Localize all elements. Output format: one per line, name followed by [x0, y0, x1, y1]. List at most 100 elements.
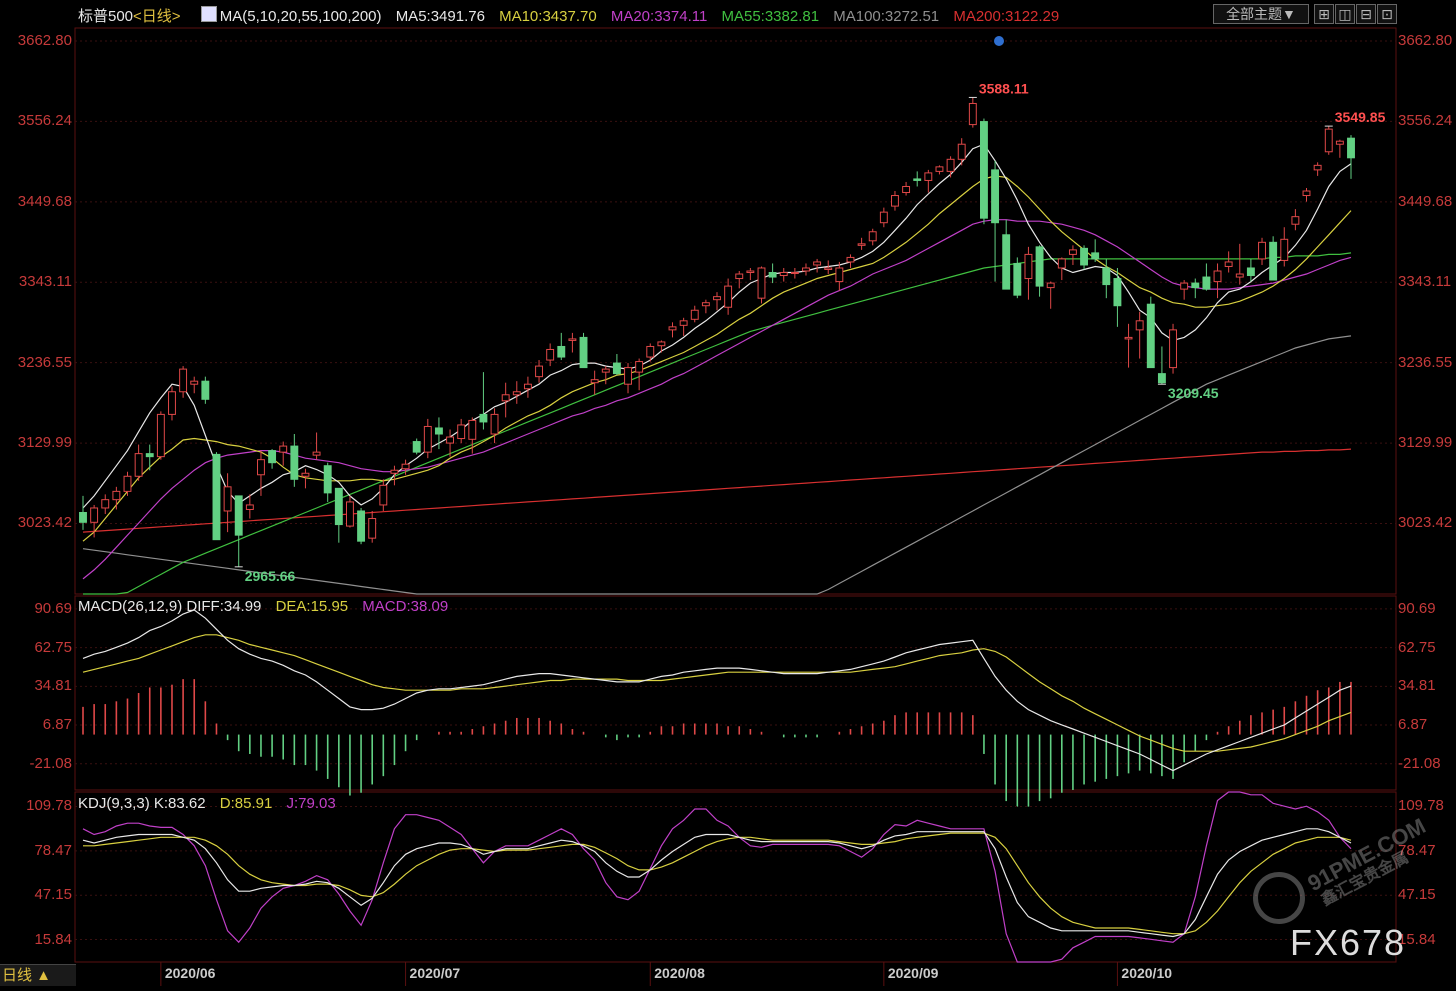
chart-icon[interactable]: ⊟	[1356, 4, 1376, 24]
candle-up	[924, 172, 933, 181]
kdj-j-value: J:79.03	[286, 795, 336, 812]
candle-up	[123, 475, 132, 492]
candle-up	[1046, 282, 1055, 289]
candle-down	[1113, 278, 1122, 307]
period-label[interactable]: <日线>	[133, 8, 181, 25]
candle-down	[268, 450, 277, 464]
candle-up	[535, 365, 543, 378]
candle-up	[345, 501, 354, 527]
macd-ytick-left: 34.81	[34, 677, 72, 695]
candle-down	[768, 272, 777, 278]
period-toggle[interactable]: 日线 ▲	[0, 964, 76, 986]
ma200-value: MA200:3122.29	[953, 8, 1060, 25]
candle-down	[323, 465, 332, 494]
candle-down	[579, 336, 588, 369]
extreme-label: 3549.85	[1335, 109, 1386, 125]
candle-up	[134, 453, 143, 477]
layout-icon[interactable]: ⊡	[1377, 4, 1397, 24]
price-ytick-right: 3662.80	[1398, 31, 1453, 49]
candle-down	[1191, 282, 1200, 289]
candle-up	[401, 463, 410, 470]
macd-header: MACD(26,12,9) DIFF:34.99 DEA:15.95 MACD:…	[78, 598, 458, 615]
ma55-value: MA55:3382.81	[721, 8, 820, 25]
index-name: 标普500	[78, 8, 134, 25]
candle-up	[1335, 140, 1344, 145]
kdj-ytick-right: 78.47	[1398, 841, 1436, 859]
ma-config-icon[interactable]	[200, 6, 217, 22]
candle-up	[301, 472, 310, 477]
theme-dropdown-button[interactable]: 全部主题▼	[1213, 4, 1309, 24]
candle-up	[1068, 249, 1077, 255]
kdj-ytick-right: 15.84	[1398, 930, 1436, 948]
candle-up	[624, 367, 632, 385]
extreme-label: 3209.45	[1168, 385, 1219, 401]
macd-label: MACD(26,12,9)	[78, 598, 183, 615]
candle-up	[1280, 238, 1289, 261]
candle-up	[802, 267, 810, 272]
event-marker-dot[interactable]	[994, 36, 1004, 46]
main-panel-frame	[74, 27, 1397, 595]
price-ytick-right: 3023.42	[1398, 514, 1453, 532]
candle-down	[1002, 234, 1011, 290]
candle-down	[412, 441, 421, 453]
candle-up	[245, 504, 254, 510]
candle-up	[1169, 329, 1177, 369]
candle-down	[1269, 241, 1278, 281]
candle-up	[946, 158, 955, 172]
candle-up	[1313, 164, 1322, 171]
candle-down	[334, 487, 343, 526]
macd-chart	[75, 608, 1396, 807]
main-chart: 3588.11 3549.85 2965.66 3209.45	[75, 40, 1396, 986]
candle-down	[612, 362, 621, 375]
kdj-label: KDJ(9,3,3)	[78, 795, 150, 812]
grid-icon[interactable]: ⊞	[1314, 4, 1334, 24]
candle-down	[357, 510, 366, 542]
price-ytick-left: 3662.80	[17, 31, 72, 49]
window-icon[interactable]: ◫	[1335, 4, 1355, 24]
price-ytick-left: 3129.99	[17, 434, 72, 452]
candle-up	[423, 425, 432, 453]
macd-ytick-right: -21.08	[1398, 754, 1441, 772]
ma20-value: MA20:3374.11	[610, 8, 708, 25]
candle-down	[434, 427, 443, 435]
diff-line	[82, 609, 1352, 772]
candle-down	[290, 445, 299, 480]
extreme-label: 2965.66	[245, 568, 296, 584]
price-ytick-left: 3343.11	[18, 273, 72, 291]
candle-down	[1035, 246, 1044, 287]
candle-up	[790, 272, 799, 275]
candle-up	[457, 424, 466, 440]
candle-up	[635, 361, 644, 373]
candle-up	[568, 338, 577, 341]
ma-label: MA(5,10,20,55,100,200)	[219, 8, 382, 25]
ma100-value: MA100:3272.51	[833, 8, 940, 25]
candle-up	[512, 391, 521, 396]
candle-up	[468, 419, 477, 440]
candle-up	[846, 256, 855, 263]
ma200-line	[82, 448, 1352, 533]
candle-up	[379, 484, 388, 506]
candle-up	[1258, 241, 1266, 260]
candle-down	[212, 453, 221, 541]
candle-up	[490, 413, 499, 435]
candle-down	[1102, 267, 1111, 286]
main-header: 标普500<日线> MA(5,10,20,55,100,200) MA5:349…	[78, 5, 1069, 26]
candle-up	[1135, 320, 1144, 331]
candle-down	[979, 121, 988, 219]
x-tick-label: 2020/07	[409, 965, 461, 981]
macd-ytick-right: 34.81	[1398, 677, 1436, 695]
price-ytick-right: 3236.55	[1398, 353, 1453, 371]
ma55-line	[83, 252, 1352, 595]
price-ytick-left: 3449.68	[17, 192, 72, 210]
panel-frames	[74, 27, 1397, 963]
ma10-value: MA10:3437.70	[499, 8, 597, 25]
macd-dea-value: DEA:15.95	[275, 598, 349, 615]
candle-up	[968, 102, 977, 126]
candle-up	[312, 451, 321, 456]
candle-up	[546, 348, 555, 361]
ma10-line	[82, 175, 1352, 542]
x-tick-label: 2020/06	[164, 965, 216, 981]
kdj-ytick-left: 78.47	[34, 841, 72, 859]
